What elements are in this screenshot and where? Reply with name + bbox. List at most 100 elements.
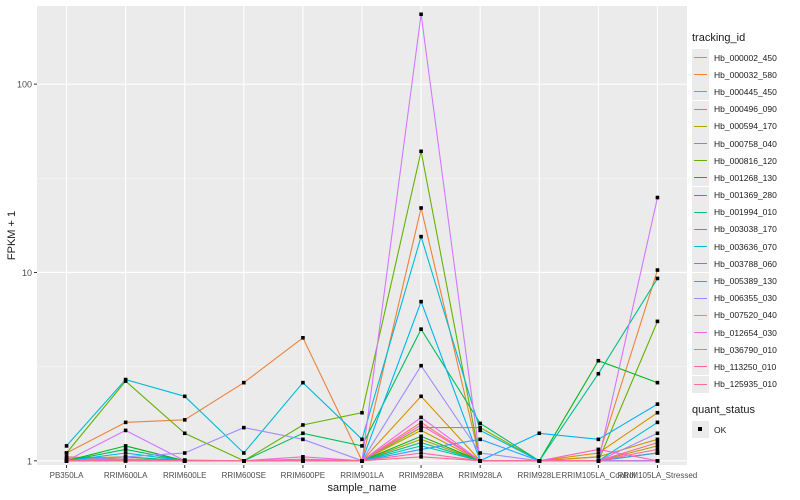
data-point-Hb_012654_030-RRIM928BA (419, 415, 423, 420)
data-point-Hb_000032_580-RRIM928BA (419, 206, 423, 210)
data-point-Hb_003636_070-RRIM600LA (123, 377, 128, 382)
data-point-Hb_125935_010-RRIM901LA (360, 459, 364, 463)
legend-key (692, 238, 709, 256)
legend-label: Hb_000002_450 (714, 52, 777, 63)
data-point-Hb_000816_120-RRIM928BA (419, 149, 423, 154)
legend-label: Hb_012654_030 (714, 327, 777, 338)
legend-key (692, 152, 709, 170)
data-point-Hb_000594_170-RRIM105LA_Stressed (655, 444, 660, 448)
legend-key (692, 255, 709, 273)
data-point-Hb_003788_060-RRIM105LA_Stressed (655, 402, 660, 406)
legend-item-Hb_125935_010: Hb_125935_010 (692, 375, 796, 393)
data-point-Hb_125935_010-RRIM600LE (182, 459, 187, 463)
legend-key (692, 100, 709, 118)
data-point-Hb_125935_010-RRIM600LA (123, 459, 128, 463)
legend-label: Hb_000594_170 (714, 121, 777, 132)
data-point-Hb_001994_010-RRIM105LA_Control (596, 371, 601, 376)
data-point-Hb_000816_120-PB350LA (64, 451, 69, 455)
data-point-Hb_000816_120-RRIM901LA (360, 410, 364, 415)
data-point-Hb_125935_010-RRIM105LA_Stressed (655, 447, 660, 452)
data-point-Hb_001369_280-RRIM928LA (478, 421, 482, 426)
legend2-label: OK (714, 424, 727, 435)
data-point-Hb_000032_580-RRIM105LA_Stressed (655, 268, 660, 272)
data-point-Hb_036790_010-RRIM928BA (419, 423, 423, 427)
data-point-Hb_000445_450-RRIM105LA_Stressed (655, 410, 660, 415)
legend-item-Hb_001369_280: Hb_001369_280 (692, 186, 796, 204)
data-point-Hb_003038_170-RRIM928BA (419, 444, 423, 448)
y-axis-title: FPKM + 1 (6, 211, 18, 260)
data-point-Hb_000032_580-RRIM600LE (182, 418, 187, 422)
legend-item-Hb_001994_010: Hb_001994_010 (692, 203, 796, 221)
legend-label: Hb_005389_130 (714, 276, 777, 287)
legend-item-Hb_003636_070: Hb_003636_070 (692, 238, 796, 256)
legend-key (692, 135, 709, 153)
legend-key (692, 341, 709, 359)
data-point-Hb_001994_010-RRIM928BA (419, 440, 423, 445)
data-point-Hb_125935_010-RRIM928BA (419, 455, 423, 459)
legend-label: Hb_001994_010 (714, 207, 777, 218)
legend-label: Hb_000445_450 (714, 86, 777, 97)
legend-label: Hb_003636_070 (714, 241, 777, 252)
data-point-Hb_006355_030-RRIM600PE (301, 437, 305, 442)
data-point-Hb_006355_030-RRIM600LA (123, 455, 128, 459)
legend-item-Hb_000002_450: Hb_000002_450 (692, 49, 796, 67)
data-point-Hb_001268_130-RRIM105LA_Control (596, 358, 601, 363)
data-point-Hb_001268_130-RRIM105LA_Stressed (655, 380, 660, 385)
data-point-Hb_000496_090-RRIM105LA_Control (596, 455, 601, 459)
data-point-Hb_003636_070-PB350LA (64, 444, 69, 448)
data-point-Hb_036790_010-RRIM105LA_Control (596, 447, 601, 452)
data-point-Hb_001268_130-RRIM600LA (123, 444, 128, 448)
legend-item-Hb_000496_090: Hb_000496_090 (692, 100, 796, 118)
legend-key (692, 117, 709, 135)
x-tick-label: RRIM600PE (281, 471, 325, 480)
data-point-Hb_001369_280-RRIM901LA (360, 444, 364, 448)
data-point-Hb_003636_070-RRIM600LE (182, 394, 187, 399)
legend-label: Hb_003788_060 (714, 258, 777, 269)
legend-label: Hb_006355_030 (714, 293, 777, 304)
x-axis-title: sample_name (327, 482, 396, 494)
data-point-Hb_125935_010-RRIM600PE (301, 459, 305, 463)
data-point-Hb_001268_130-RRIM928BA (419, 434, 423, 439)
legend-label: Hb_001268_130 (714, 172, 777, 183)
data-point-Hb_000594_170-RRIM928BA (419, 437, 423, 442)
x-tick-label: RRIM600LA (104, 471, 148, 480)
legend-item-Hb_000032_580: Hb_000032_580 (692, 66, 796, 84)
legend-key (692, 272, 709, 290)
data-point-Hb_125935_010-RRIM105LA_Control (596, 459, 601, 463)
data-point-Hb_000496_090-RRIM928BA (419, 428, 423, 433)
data-point-Hb_003636_070-RRIM928BA (419, 234, 423, 239)
x-tick-label: RRIM928LE (517, 471, 561, 480)
data-point-Hb_005389_130-RRIM928LA (478, 437, 482, 442)
legend-item-Hb_113250_010: Hb_113250_010 (692, 358, 796, 376)
data-point-Hb_005389_130-RRIM928BA (419, 447, 423, 452)
data-point-Hb_007520_040-RRIM105LA_Stressed (655, 195, 660, 200)
x-tick-label: RRIM901LA (340, 471, 384, 480)
x-tick-label: RRIM600LE (163, 471, 207, 480)
legend-item-Hb_000594_170: Hb_000594_170 (692, 117, 796, 135)
legend-label: Hb_036790_010 (714, 344, 777, 355)
data-point-Hb_012654_030-RRIM600PE (301, 455, 305, 459)
legend-label: Hb_000032_580 (714, 69, 777, 80)
y-axis: 1 10 100 (17, 80, 37, 466)
data-point-Hb_001369_280-RRIM928BA (419, 327, 423, 331)
data-point-Hb_000816_120-RRIM105LA_Stressed (655, 319, 660, 324)
point-key (692, 421, 709, 439)
legend-item-Hb_003788_060: Hb_003788_060 (692, 255, 796, 273)
legend-key (692, 358, 709, 376)
data-point-Hb_006355_030-RRIM928LA (478, 451, 482, 455)
legend-item-Hb_000445_450: Hb_000445_450 (692, 83, 796, 101)
legend-label: Hb_113250_010 (714, 361, 777, 372)
x-tick-label: RRIM928BA (399, 471, 444, 480)
legend-label: Hb_007520_040 (714, 310, 777, 321)
legend-title: tracking_id (692, 32, 746, 44)
legend-key (692, 83, 709, 101)
data-point-Hb_125935_010-PB350LA (64, 459, 69, 463)
legend-key (692, 306, 709, 324)
x-axis: PB350LA RRIM600LA RRIM600LE RRIM600SE RRIM60… (50, 465, 697, 480)
legend-key (692, 324, 709, 342)
data-point-Hb_003636_070-RRIM901LA (360, 437, 364, 442)
data-point-Hb_006355_030-RRIM928BA (419, 363, 423, 368)
data-point-Hb_001369_280-RRIM600LA (123, 447, 128, 452)
x-tick-label: RRIM928LA (458, 471, 502, 480)
